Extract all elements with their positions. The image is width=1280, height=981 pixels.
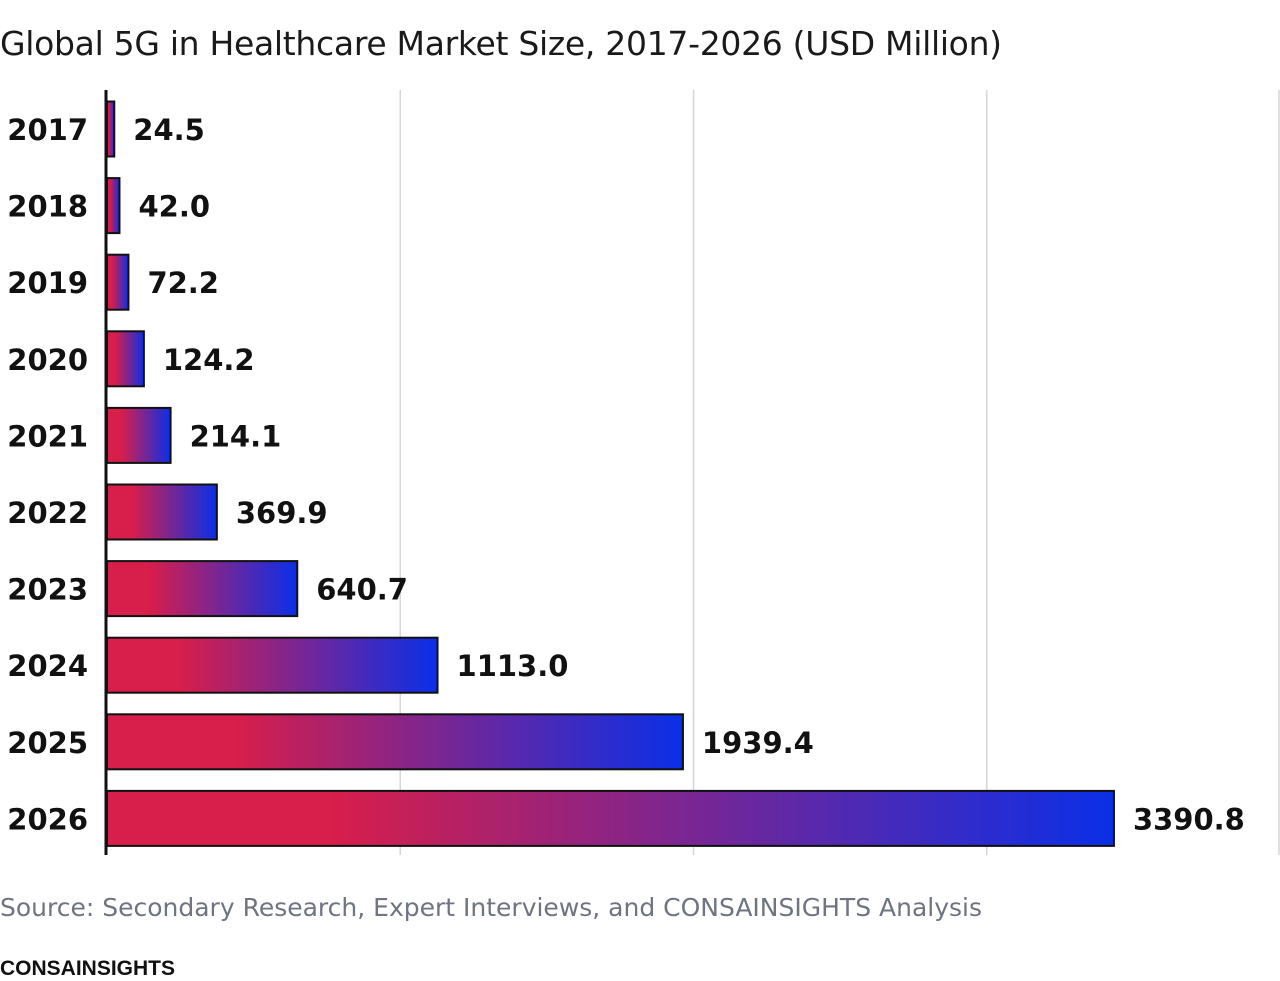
category-label-2022: 2022 bbox=[7, 496, 88, 530]
chart-title: Global 5G in Healthcare Market Size, 201… bbox=[0, 24, 1002, 63]
value-label-2019: 72.2 bbox=[147, 266, 219, 300]
category-label-2018: 2018 bbox=[7, 190, 88, 224]
bars bbox=[106, 100, 1115, 847]
bar-2022 bbox=[106, 483, 218, 541]
bar-2020 bbox=[106, 330, 145, 388]
category-label-2017: 2017 bbox=[7, 113, 88, 147]
value-label-2025: 1939.4 bbox=[702, 726, 814, 760]
brand-logo: CONSAINSIGHTS bbox=[0, 957, 176, 980]
bar-chart: 2017 24.5 2018 42.0 2019 72.2 2020 124.2 2021 214… bbox=[7, 90, 1280, 855]
category-label-2025: 2025 bbox=[7, 726, 88, 760]
bar-2026 bbox=[106, 789, 1115, 847]
category-label-2021: 2021 bbox=[7, 419, 88, 453]
bar-2021 bbox=[106, 406, 172, 464]
category-label-2023: 2023 bbox=[7, 573, 88, 607]
value-label-2021: 214.1 bbox=[190, 419, 282, 453]
bar-2017 bbox=[106, 100, 116, 158]
value-label-2023: 640.7 bbox=[316, 573, 408, 607]
bar-2023 bbox=[106, 560, 299, 618]
category-label-2024: 2024 bbox=[7, 649, 88, 683]
bar-2025 bbox=[106, 713, 684, 771]
value-label-2024: 1113.0 bbox=[457, 649, 569, 683]
source-note: Source: Secondary Research, Expert Inter… bbox=[0, 893, 983, 922]
labels: 2017 24.5 2018 42.0 2019 72.2 2020 124.2 2021 214… bbox=[7, 90, 1245, 855]
bar-2024 bbox=[106, 636, 439, 694]
value-label-2022: 369.9 bbox=[236, 496, 328, 530]
bar-2018 bbox=[106, 177, 121, 235]
value-label-2018: 42.0 bbox=[138, 190, 210, 224]
bar-2019 bbox=[106, 253, 130, 311]
category-label-2020: 2020 bbox=[7, 343, 88, 377]
category-label-2026: 2026 bbox=[7, 802, 88, 836]
value-label-2017: 24.5 bbox=[133, 113, 205, 147]
category-label-2019: 2019 bbox=[7, 266, 88, 300]
value-label-2020: 124.2 bbox=[163, 343, 255, 377]
value-label-2026: 3390.8 bbox=[1133, 802, 1245, 836]
